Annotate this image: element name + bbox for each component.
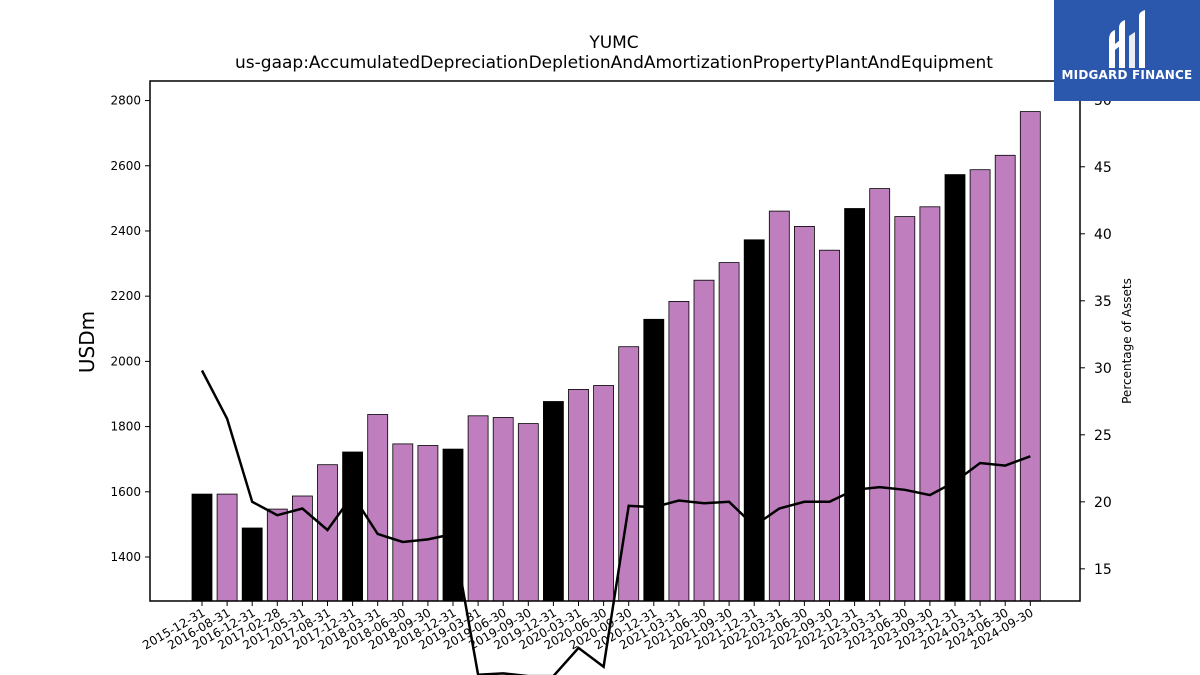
bar-2023-09-30	[919, 206, 941, 602]
plot-frame	[149, 80, 1081, 602]
bar-2024-09-30	[1019, 111, 1041, 602]
y2-tick-label: 30	[1094, 361, 1112, 377]
bar-2016-08-31	[216, 493, 238, 602]
bar-2020-09-30	[618, 346, 640, 602]
y-tick-label: 1400	[110, 550, 141, 564]
bar-2019-03-31	[467, 415, 489, 602]
y-tick-label: 1600	[110, 485, 141, 499]
y-tick-label: 2400	[110, 224, 141, 238]
bar-2021-03-31	[668, 300, 690, 602]
bar-2016-12-31	[241, 527, 263, 602]
bar-2017-08-31	[317, 464, 338, 602]
y2-tick-label: 15	[1094, 562, 1112, 578]
percentage-line	[200, 369, 1031, 675]
y2-tick-label: 25	[1094, 428, 1112, 444]
bar-2018-06-30	[392, 443, 414, 602]
y2-tick-label: 20	[1094, 495, 1112, 511]
bar-2020-12-31	[643, 318, 665, 602]
bar-2017-12-31	[342, 451, 364, 602]
bar-2017-02-28	[266, 508, 288, 602]
y2-tick-label: 45	[1094, 160, 1112, 176]
midgard-m-logo-icon	[1109, 10, 1145, 68]
bar-2021-12-31	[743, 239, 765, 602]
bar-2024-03-31	[969, 169, 991, 602]
bar-2020-03-31	[568, 388, 589, 602]
bar-2018-03-31	[367, 414, 389, 602]
bar-2018-09-30	[417, 445, 439, 602]
bar-2022-03-31	[768, 210, 790, 602]
chart-subtitle: us-gaap:AccumulatedDepreciationDepletion…	[235, 53, 993, 73]
bar-series	[191, 111, 1041, 602]
bar-2024-06-30	[994, 154, 1016, 602]
chart-title: YUMC	[588, 33, 638, 53]
y-tick-label: 2600	[110, 159, 141, 173]
y2-tick-label: 35	[1094, 294, 1112, 310]
bar-2019-12-31	[543, 401, 564, 602]
bar-2022-06-30	[794, 225, 815, 602]
bar-2023-12-31	[944, 174, 966, 602]
y-tick-label: 1800	[110, 420, 141, 434]
bar-2015-12-31	[191, 493, 213, 602]
y-axis-label: USDm	[75, 311, 99, 373]
bar-2022-09-30	[819, 249, 840, 602]
x-axis: 2015-12-312016-08-312016-12-312017-02-28…	[140, 601, 1036, 652]
bar-2021-09-30	[718, 262, 740, 602]
bar-2019-09-30	[517, 423, 539, 602]
bar-2023-06-30	[894, 216, 916, 602]
bar-2021-06-30	[693, 279, 715, 602]
y-axis-left: 1400 1600 1800 2000 2200 2400 2600 2800	[110, 94, 150, 564]
y-tick-label: 2000	[110, 354, 141, 368]
bar-2019-06-30	[492, 417, 514, 602]
y-tick-label: 2800	[110, 94, 141, 108]
bar-2020-06-30	[593, 385, 614, 602]
y2-tick-label: 40	[1094, 227, 1112, 243]
bar-2017-05-31	[291, 495, 313, 602]
y2-axis-label: Percentage of Assets	[1120, 278, 1134, 404]
y-tick-label: 2200	[110, 289, 141, 303]
brand-logo: MIDGARD FINANCE	[1054, 0, 1200, 101]
bar-2023-03-31	[869, 188, 891, 602]
y-axis-right: 1520253035404550	[1080, 93, 1112, 578]
brand-name: MIDGARD FINANCE	[1061, 68, 1193, 82]
bar-2022-12-31	[844, 208, 865, 602]
